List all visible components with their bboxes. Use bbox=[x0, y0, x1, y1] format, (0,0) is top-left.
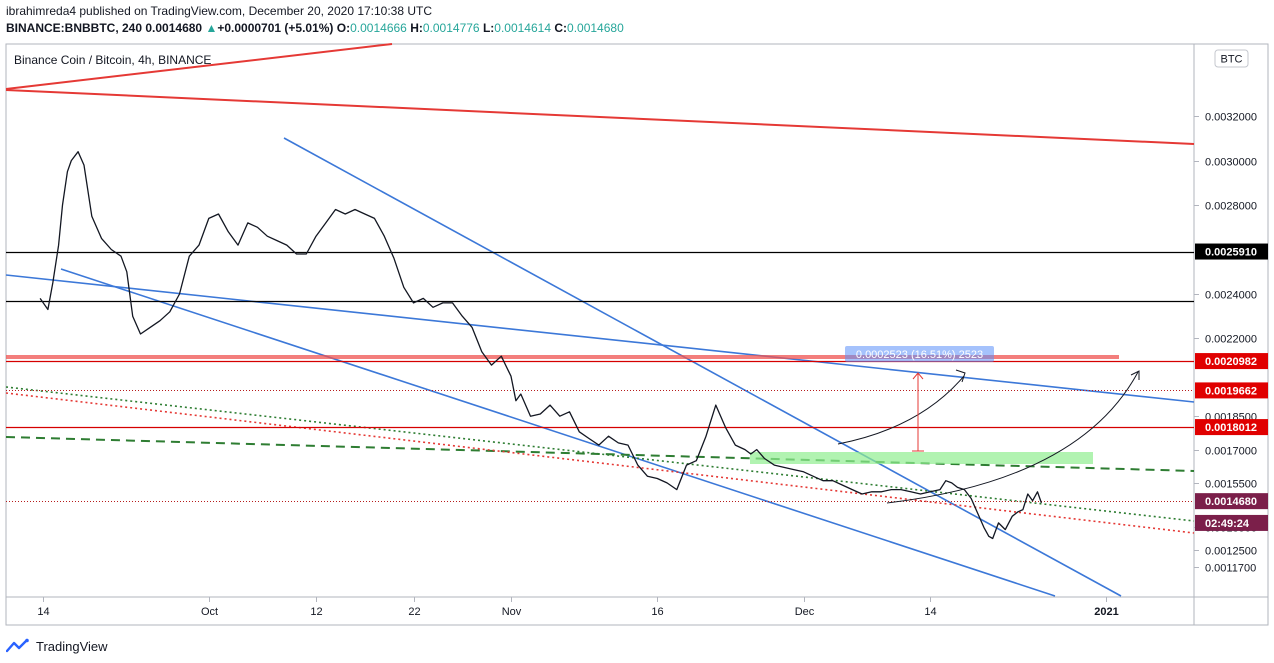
price-label-0.0018012: 0.0018012 bbox=[1195, 419, 1268, 436]
projection-arrow-1-head bbox=[955, 369, 966, 383]
x-tick-label: 14 bbox=[924, 606, 936, 618]
price-series-line bbox=[39, 151, 1043, 540]
drawings-layer bbox=[5, 43, 1195, 597]
price-label-text: 0.0018012 bbox=[1205, 422, 1257, 434]
price-label-text: 0.0019662 bbox=[1205, 385, 1257, 397]
x-tick-label: 12 bbox=[310, 606, 322, 618]
price-label-bg bbox=[1195, 419, 1268, 436]
price-axis-labels: 0.0025910 0.0020982 0.0019662 0.0018012 0.00… bbox=[1195, 243, 1268, 531]
tradingview-wordmark: TradingView bbox=[36, 638, 108, 654]
red-trendline-upper bbox=[5, 43, 393, 90]
symbol-interval: BINANCE:BNBBTC, 240 bbox=[6, 21, 143, 35]
y-tick-label: 0.0032000 bbox=[1205, 112, 1257, 124]
price-chart[interactable]: Binance Coin / Bitcoin, 4h, BINANCE 0.00… bbox=[0, 40, 1274, 636]
price-label-text: 02:49:24 bbox=[1205, 518, 1250, 530]
measure-label-text: 0.0002523 (16.51%) 2523 bbox=[856, 349, 983, 361]
x-tick-label: 2021 bbox=[1094, 606, 1118, 618]
price-change: +0.0000701 (+5.01%) bbox=[217, 21, 334, 35]
y-tick-label: 0.0030000 bbox=[1205, 157, 1257, 169]
high-value: 0.0014776 bbox=[422, 21, 480, 35]
change-up-icon: ▲ bbox=[205, 21, 218, 35]
price-label-text: 0.0014680 bbox=[1205, 496, 1257, 508]
horizontal-levels bbox=[6, 251, 1194, 502]
projection-arrow-1 bbox=[837, 375, 965, 445]
x-tick-label: 16 bbox=[651, 606, 663, 618]
x-tick-label: 22 bbox=[408, 606, 420, 618]
blue-channel-upper bbox=[283, 137, 1122, 597]
support-zone bbox=[750, 452, 1093, 464]
open-value: 0.0014666 bbox=[350, 21, 407, 35]
time-axis[interactable]: 14 Oct 12 22 Nov 16 Dec 14 2021 bbox=[37, 597, 1119, 618]
currency-badge-text: BTC bbox=[1221, 54, 1243, 66]
x-tick-label: Oct bbox=[201, 606, 218, 618]
x-tick-label: Nov bbox=[502, 606, 522, 618]
resistance-band bbox=[6, 355, 1119, 359]
x-tick-label: 14 bbox=[37, 606, 49, 618]
open-label: O: bbox=[336, 21, 351, 35]
price-label-text: 0.0025910 bbox=[1205, 247, 1257, 259]
price-label-bg bbox=[1195, 353, 1268, 370]
low-value: 0.0014614 bbox=[494, 21, 551, 35]
tradingview-logo-icon bbox=[6, 638, 29, 653]
price-label-bg bbox=[1195, 382, 1268, 399]
chart-frame bbox=[5, 43, 1269, 626]
price-label-0.0014680: 0.0014680 bbox=[1195, 493, 1268, 510]
price-label-0.0020982: 0.0020982 bbox=[1195, 353, 1268, 370]
tradingview-footer[interactable]: TradingView bbox=[6, 636, 108, 656]
green-dashed-ma bbox=[5, 436, 1195, 472]
y-tick-label: 0.0022000 bbox=[1205, 334, 1257, 346]
close-label: C: bbox=[554, 21, 568, 35]
x-tick-label: Dec bbox=[795, 606, 815, 618]
chart-title: Binance Coin / Bitcoin, 4h, BINANCE bbox=[14, 53, 211, 67]
currency-badge[interactable]: BTC bbox=[1214, 49, 1249, 68]
price-label-text: 0.0020982 bbox=[1205, 356, 1257, 368]
price-label-bg bbox=[1195, 493, 1268, 510]
blue-trendline-long bbox=[5, 274, 1195, 403]
last-price: 0.0014680 bbox=[145, 21, 203, 35]
y-tick-label: 0.0015500 bbox=[1205, 479, 1257, 491]
measure-label-box bbox=[845, 346, 994, 362]
measure-arrow-head bbox=[912, 372, 924, 380]
price-label-bg bbox=[1195, 243, 1268, 260]
blue-channel-lower bbox=[60, 268, 1056, 597]
projection-arrow-2 bbox=[886, 371, 1139, 504]
y-tick-label: 0.0017000 bbox=[1205, 446, 1257, 458]
y-tick-label: 0.0011700 bbox=[1205, 563, 1256, 575]
low-label: L: bbox=[482, 21, 495, 35]
price-label-bg bbox=[1195, 514, 1268, 531]
red-dotted-ma bbox=[5, 392, 1195, 534]
annotations-layer: 0.0002523 (16.51%) 2523 bbox=[837, 346, 1140, 504]
price-series-layer bbox=[39, 151, 1043, 540]
high-label: H: bbox=[410, 21, 423, 35]
y-tick-label: 0.0028000 bbox=[1205, 201, 1257, 213]
projection-arrow-2-head bbox=[1130, 370, 1140, 380]
y-tick-label: 0.0012500 bbox=[1205, 546, 1257, 558]
close-value: 0.0014680 bbox=[567, 21, 624, 35]
published-line: ibrahimreda4 published on TradingView.co… bbox=[6, 4, 433, 18]
y-tick-label: 0.0024000 bbox=[1205, 290, 1257, 302]
price-label-0.0025910: 0.0025910 bbox=[1195, 243, 1268, 260]
price-label-0.0019662: 0.0019662 bbox=[1195, 382, 1268, 399]
green-dotted-ma bbox=[5, 386, 1195, 522]
ohlc-line: BINANCE:BNBBTC, 240 0.0014680 ▲+0.000070… bbox=[6, 21, 624, 35]
price-label-02:49:24: 02:49:24 bbox=[1195, 514, 1268, 531]
red-trendline-long bbox=[5, 89, 1195, 145]
